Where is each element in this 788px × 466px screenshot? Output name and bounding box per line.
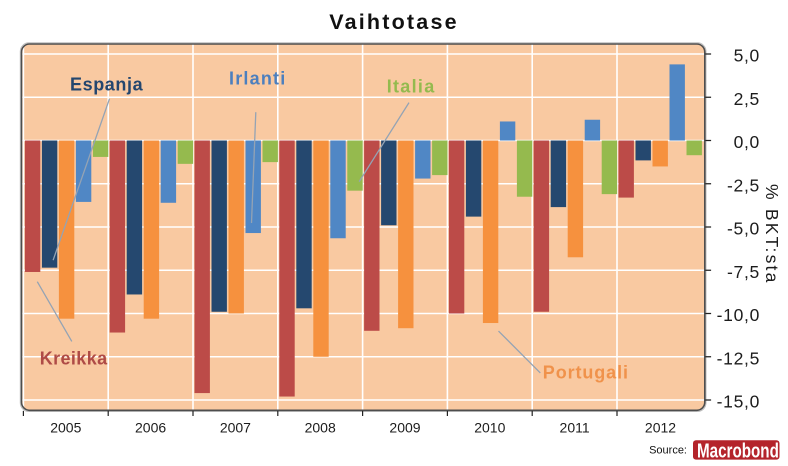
svg-text:-5,0: -5,0 <box>727 219 760 239</box>
svg-text:2012: 2012 <box>645 419 676 435</box>
svg-text:2,5: 2,5 <box>734 89 760 109</box>
svg-text:2005: 2005 <box>50 419 81 435</box>
svg-text:Kreikka: Kreikka <box>40 348 108 368</box>
svg-text:2008: 2008 <box>305 419 336 435</box>
svg-text:2007: 2007 <box>220 419 251 435</box>
svg-text:2010: 2010 <box>474 419 505 435</box>
svg-text:Italia: Italia <box>387 77 436 97</box>
svg-text:Espanja: Espanja <box>70 75 144 95</box>
svg-text:-2,5: -2,5 <box>727 175 760 195</box>
svg-text:0,0: 0,0 <box>734 132 760 152</box>
svg-text:-10,0: -10,0 <box>717 305 760 325</box>
svg-text:Portugali: Portugali <box>543 363 629 383</box>
svg-text:2006: 2006 <box>135 419 166 435</box>
svg-text:2011: 2011 <box>560 419 590 435</box>
svg-text:-7,5: -7,5 <box>727 262 760 282</box>
svg-text:Vaihtotase: Vaihtotase <box>329 10 459 34</box>
svg-text:Source:: Source: <box>649 444 687 456</box>
svg-text:Irlanti: Irlanti <box>229 69 286 89</box>
svg-text:5,0: 5,0 <box>734 46 760 66</box>
svg-text:-15,0: -15,0 <box>717 392 760 412</box>
svg-text:% BKT:sta: % BKT:sta <box>762 184 782 285</box>
svg-text:Macrobond: Macrobond <box>697 439 779 462</box>
svg-text:2009: 2009 <box>389 419 420 435</box>
svg-text:-12,5: -12,5 <box>717 348 760 368</box>
